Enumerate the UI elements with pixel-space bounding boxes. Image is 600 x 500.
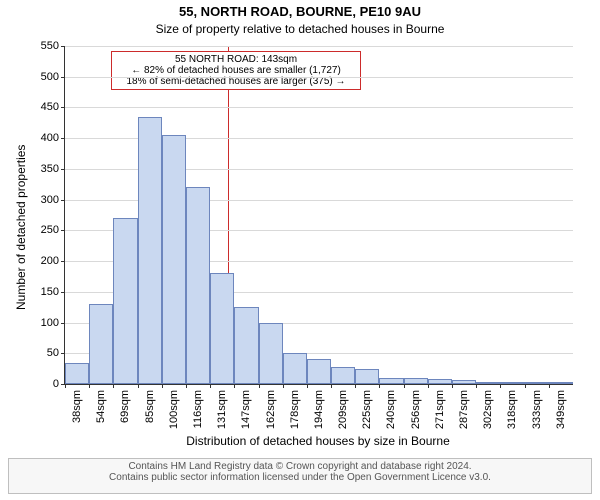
histogram-bar: [186, 187, 210, 384]
xtick-mark: [428, 384, 429, 388]
annotation-line: 55 NORTH ROAD: 143sqm: [116, 54, 356, 65]
xtick-mark: [89, 384, 90, 388]
histogram-bar: [283, 353, 307, 384]
ytick-label: 50: [47, 347, 65, 359]
xtick-label: 271sqm: [434, 384, 446, 430]
footer-line: Contains HM Land Registry data © Crown c…: [13, 461, 587, 472]
xtick-mark: [186, 384, 187, 388]
xtick-label: 131sqm: [216, 384, 228, 430]
ytick-label: 300: [41, 194, 65, 206]
xtick-label: 287sqm: [458, 384, 470, 430]
xtick-label: 38sqm: [71, 384, 83, 430]
xtick-label: 333sqm: [531, 384, 543, 430]
footer-attribution: Contains HM Land Registry data © Crown c…: [8, 458, 592, 494]
xtick-label: 116sqm: [192, 384, 204, 430]
xtick-label: 85sqm: [144, 384, 156, 430]
plot-area: 55 NORTH ROAD: 143sqm← 82% of detached h…: [64, 46, 573, 385]
xtick-mark: [113, 384, 114, 388]
histogram-bar: [210, 273, 234, 384]
xtick-mark: [331, 384, 332, 388]
histogram-bar: [162, 135, 186, 384]
annotation-line: ← 82% of detached houses are smaller (1,…: [116, 65, 356, 76]
footer-line: Contains public sector information licen…: [13, 472, 587, 483]
histogram-bar: [355, 369, 379, 384]
xtick-label: 147sqm: [240, 384, 252, 430]
xtick-mark: [138, 384, 139, 388]
xtick-mark: [162, 384, 163, 388]
grid-line: [65, 46, 573, 47]
ytick-label: 0: [53, 378, 65, 390]
chart-title-main: 55, NORTH ROAD, BOURNE, PE10 9AU: [0, 4, 600, 19]
ytick-label: 250: [41, 224, 65, 236]
xtick-label: 209sqm: [337, 384, 349, 430]
grid-line: [65, 77, 573, 78]
xtick-label: 69sqm: [119, 384, 131, 430]
xtick-mark: [210, 384, 211, 388]
xtick-mark: [307, 384, 308, 388]
xtick-mark: [65, 384, 66, 388]
xtick-label: 54sqm: [95, 384, 107, 430]
grid-line: [65, 107, 573, 108]
xtick-mark: [500, 384, 501, 388]
xtick-mark: [259, 384, 260, 388]
x-axis-label: Distribution of detached houses by size …: [64, 434, 572, 448]
histogram-bar: [65, 363, 89, 385]
chart-stage: 55, NORTH ROAD, BOURNE, PE10 9AU Size of…: [0, 0, 600, 500]
histogram-bar: [307, 359, 331, 384]
xtick-mark: [355, 384, 356, 388]
xtick-mark: [525, 384, 526, 388]
ytick-label: 200: [41, 255, 65, 267]
ytick-label: 450: [41, 101, 65, 113]
xtick-label: 302sqm: [482, 384, 494, 430]
xtick-label: 256sqm: [410, 384, 422, 430]
histogram-bar: [234, 307, 258, 384]
ytick-label: 150: [41, 286, 65, 298]
histogram-bar: [331, 367, 355, 384]
xtick-mark: [452, 384, 453, 388]
xtick-label: 162sqm: [265, 384, 277, 430]
ytick-label: 550: [41, 40, 65, 52]
xtick-mark: [476, 384, 477, 388]
ytick-label: 350: [41, 163, 65, 175]
xtick-label: 194sqm: [313, 384, 325, 430]
xtick-label: 349sqm: [555, 384, 567, 430]
xtick-mark: [549, 384, 550, 388]
histogram-bar: [259, 323, 283, 384]
annotation-box: 55 NORTH ROAD: 143sqm← 82% of detached h…: [111, 51, 361, 90]
ytick-label: 100: [41, 317, 65, 329]
ytick-label: 400: [41, 132, 65, 144]
histogram-bar: [89, 304, 113, 384]
xtick-mark: [234, 384, 235, 388]
xtick-mark: [404, 384, 405, 388]
y-axis-label: Number of detached properties: [14, 145, 28, 310]
xtick-label: 178sqm: [289, 384, 301, 430]
xtick-mark: [379, 384, 380, 388]
chart-title-sub: Size of property relative to detached ho…: [0, 22, 600, 36]
histogram-bar: [113, 218, 137, 384]
xtick-label: 100sqm: [168, 384, 180, 430]
xtick-mark: [283, 384, 284, 388]
xtick-label: 225sqm: [361, 384, 373, 430]
ytick-label: 500: [41, 71, 65, 83]
histogram-bar: [138, 117, 162, 384]
xtick-label: 318sqm: [506, 384, 518, 430]
xtick-label: 240sqm: [385, 384, 397, 430]
